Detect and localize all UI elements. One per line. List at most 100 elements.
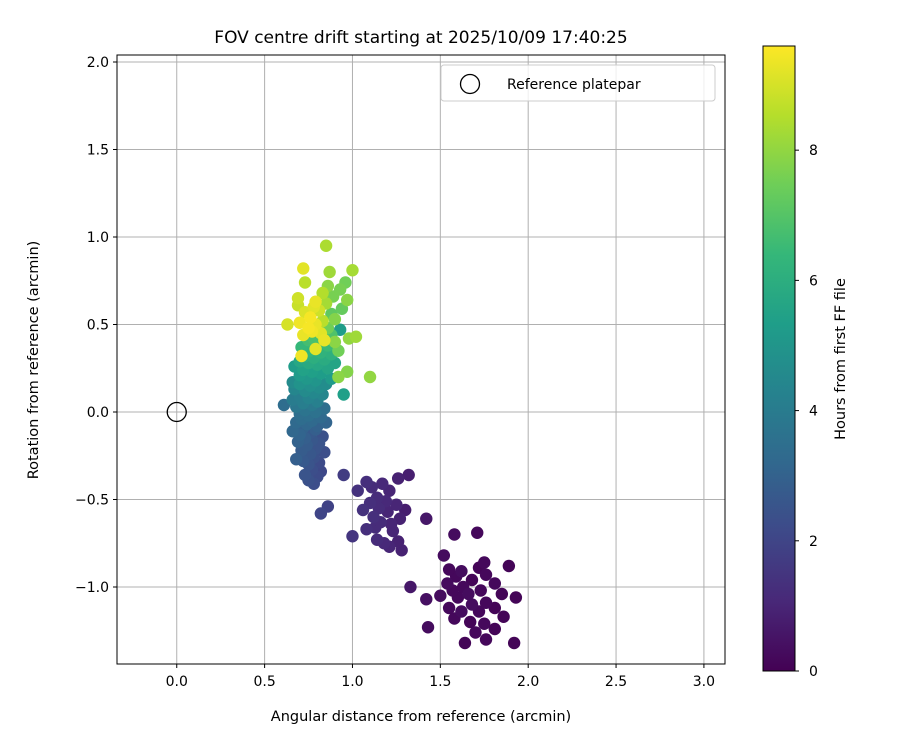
colorbar-tick-label: 0 (809, 664, 818, 680)
x-tick-label: 1.5 (429, 674, 451, 690)
scatter-point (507, 636, 521, 650)
colorbar-tick-label: 8 (809, 143, 818, 159)
y-tick-label: −0.5 (75, 493, 109, 509)
colorbar-tick-label: 6 (809, 273, 818, 289)
scatter-point (281, 318, 294, 331)
scatter-point (441, 577, 454, 590)
y-tick-label: 2.0 (87, 55, 109, 71)
x-tick-label: 0.5 (253, 674, 275, 690)
scatter-point (497, 610, 510, 623)
plot-area-frame (116, 54, 726, 665)
scatter-point (488, 577, 502, 590)
x-tick-label: 3.0 (693, 674, 715, 690)
legend: Reference platepar (440, 64, 716, 102)
y-tick-label: 1.0 (87, 230, 109, 246)
scatter-point (316, 286, 329, 300)
scatter-point (420, 593, 433, 606)
scatter-point (420, 512, 433, 525)
scatter-point (384, 517, 398, 531)
x-tick-label: 0.0 (166, 674, 188, 690)
scatter-point (297, 262, 310, 275)
scatter-point (356, 503, 370, 517)
scatter-point (319, 239, 333, 252)
y-tick-label: 1.5 (87, 143, 109, 159)
scatter-point (404, 580, 417, 594)
scatter-point (302, 321, 315, 335)
scatter-point (298, 468, 312, 482)
scatter-point (346, 264, 359, 277)
colorbar (762, 45, 796, 672)
legend-box (440, 64, 716, 102)
scatter-point (421, 621, 435, 634)
chart-title: FOV centre drift starting at 2025/10/09 … (214, 28, 627, 48)
scatter-point (309, 295, 322, 308)
scatter-point (328, 313, 342, 326)
scatter-point (333, 283, 347, 296)
colorbar-tick-label: 2 (809, 534, 818, 550)
scatter-point (434, 589, 447, 602)
scatter-point (402, 468, 415, 482)
scatter-point (448, 528, 461, 541)
scatter-point (509, 591, 523, 604)
scatter-point (337, 468, 350, 482)
x-tick-label: 1.0 (341, 674, 363, 690)
scatter-point (469, 626, 482, 639)
scatter-point (367, 510, 380, 524)
x-tick-label: 2.5 (605, 674, 627, 690)
x-tick-label: 2.0 (517, 674, 539, 690)
scatter-point (291, 292, 305, 305)
scatter-point (442, 601, 456, 615)
scatter-point (478, 617, 491, 630)
scatter-point (465, 573, 479, 587)
scatter-point (351, 484, 364, 497)
data-points (277, 239, 523, 650)
scatter-point (478, 556, 491, 569)
scatter-point (462, 587, 475, 601)
x-axis-ticks: 0.0 0.5 1.0 1.5 2.0 2.5 3.0 (166, 664, 715, 690)
y-tick-label: −1.0 (75, 580, 109, 596)
scatter-point (295, 349, 308, 363)
y-tick-label: 0.0 (87, 405, 109, 421)
scatter-point (390, 498, 403, 511)
colorbar-tick-label: 4 (809, 404, 818, 420)
scatter-point (318, 334, 331, 347)
grid (117, 55, 725, 664)
scatter-point (349, 330, 363, 343)
legend-entry: Reference platepar (507, 77, 641, 93)
scatter-point (360, 475, 373, 489)
scatter-point (360, 523, 373, 536)
scatter-point (479, 568, 493, 581)
scatter-point (391, 472, 405, 485)
scatter-point (314, 507, 328, 520)
scatter-point (370, 533, 384, 546)
scatter-point (479, 633, 493, 646)
scatter-point (309, 342, 322, 356)
reference-marker (166, 401, 187, 423)
scatter-point (479, 596, 493, 609)
scatter-point (340, 293, 354, 307)
legend-marker (459, 73, 481, 95)
scatter-point (323, 265, 336, 279)
scatter-point (332, 370, 345, 384)
scatter-point (376, 477, 389, 490)
scatter-point (442, 563, 456, 576)
scatter-point (495, 587, 509, 601)
scatter-point (465, 598, 479, 611)
reference-point (166, 401, 187, 423)
scatter-point (298, 276, 312, 289)
scatter-point (328, 335, 342, 349)
y-tick-label: 0.5 (87, 318, 109, 334)
scatter-point (290, 453, 303, 466)
scatter-point (337, 388, 350, 401)
y-axis-ticks: −1.0 −0.5 0.0 0.5 1.0 1.5 2.0 (75, 55, 117, 596)
scatter-point (304, 311, 317, 324)
scatter-point (464, 615, 477, 629)
x-axis-label: Angular distance from reference (arcmin) (271, 709, 571, 725)
scatter-point (455, 565, 468, 578)
scatter-point (474, 584, 487, 597)
colorbar-label: Hours from first FF file (833, 278, 849, 440)
scatter-point (455, 605, 468, 618)
scatter-point (363, 370, 377, 384)
scatter-point (471, 526, 484, 539)
